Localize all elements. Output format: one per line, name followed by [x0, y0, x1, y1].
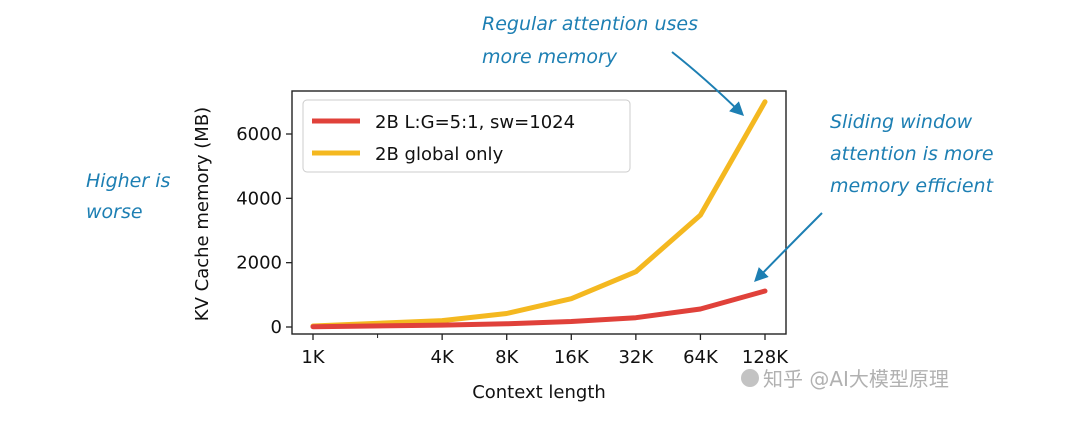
- watermark: 知乎 @AI大模型原理: [741, 367, 949, 391]
- watermark-text: 知乎 @AI大模型原理: [763, 367, 949, 391]
- annotation-right-arrow: [754, 212, 823, 283]
- annotation-left-line-2: worse: [86, 201, 143, 223]
- legend-label-global: 2B global only: [375, 144, 504, 165]
- legend-label-sliding: 2B L:G=5:1, sw=1024: [375, 112, 575, 133]
- series-line-global-only: [310, 99, 768, 329]
- watermark-icon: [741, 369, 759, 387]
- x-tick-label: 1K: [301, 347, 325, 368]
- series-lines: [310, 99, 768, 330]
- y-axis-label: KV Cache memory (MB): [192, 107, 213, 321]
- annotation-right-line-3: memory efficient: [830, 175, 995, 197]
- annotation-left: Higher is worse: [86, 170, 176, 223]
- x-tick-label: 4K: [431, 347, 455, 368]
- x-axis: 1K 4K 8K 16K 32K 64K 128K: [301, 334, 789, 368]
- annotation-right: Sliding window attention is more memory …: [830, 111, 1000, 197]
- x-axis-label: Context length: [472, 382, 606, 403]
- annotation-top-arrow: [671, 51, 745, 116]
- x-tick-label: 16K: [554, 347, 590, 368]
- x-tick-label: 64K: [683, 347, 719, 368]
- annotation-left-line-1: Higher is: [86, 170, 170, 192]
- x-tick-label: 8K: [495, 347, 519, 368]
- x-tick-label: 128K: [742, 347, 789, 368]
- annotation-right-line-2: attention is more: [830, 143, 994, 165]
- legend-box: [302, 99, 631, 173]
- annotation-right-line-1: Sliding window: [830, 111, 973, 133]
- annotation-top: Regular attention uses more memory: [482, 13, 704, 68]
- y-tick-label: 6000: [236, 124, 282, 145]
- annotation-top-line-2: more memory: [482, 46, 618, 68]
- y-tick-label: 2000: [236, 253, 282, 274]
- x-tick-label: 32K: [618, 347, 654, 368]
- y-axis: 0 2000 4000 6000: [236, 124, 292, 338]
- y-tick-label: 4000: [236, 188, 282, 209]
- series-line-sliding-window: [310, 288, 768, 330]
- y-tick-label: 0: [271, 317, 282, 338]
- annotation-top-line-1: Regular attention uses: [482, 13, 698, 35]
- plot-area: [291, 90, 787, 335]
- legend: 2B L:G=5:1, sw=1024 2B global only: [302, 99, 631, 173]
